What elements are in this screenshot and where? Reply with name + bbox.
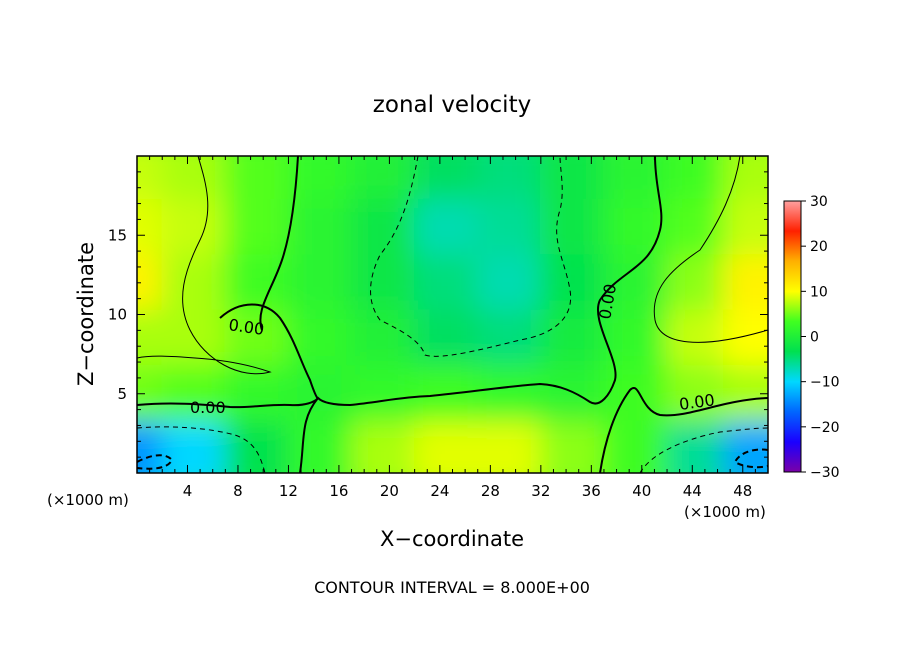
x-tick-label: 24 bbox=[430, 482, 449, 500]
x-tick-label: 4 bbox=[183, 482, 193, 500]
contour-label: 0.00 bbox=[227, 315, 265, 339]
x-tick-label: 16 bbox=[329, 482, 348, 500]
contour-interval-note: CONTOUR INTERVAL = 8.000E+00 bbox=[314, 578, 590, 597]
chart-title: zonal velocity bbox=[373, 92, 531, 118]
x-tick-label: 8 bbox=[233, 482, 243, 500]
colorbar-tick-label: 10 bbox=[810, 284, 828, 300]
velocity-field bbox=[137, 156, 768, 473]
colorbar-tick-label: 0 bbox=[810, 330, 819, 346]
x-tick-label: 44 bbox=[683, 482, 702, 500]
contour-label: 0.00 bbox=[190, 398, 226, 417]
dashed-contour-left-bottom bbox=[137, 426, 266, 473]
zero-contour-lower bbox=[299, 397, 319, 473]
y-axis-label: Z−coordinate bbox=[74, 242, 98, 386]
colorbar-tick-label: −20 bbox=[810, 420, 840, 436]
colorbar-tick-label: 30 bbox=[810, 194, 828, 210]
dashed-core-right bbox=[733, 448, 768, 469]
colorbar-tick-label: −30 bbox=[810, 465, 840, 481]
x-unit-left: (×1000 m) bbox=[47, 491, 129, 509]
contour-label: 0.00 bbox=[678, 390, 716, 414]
plot-area: 0.00 0.00 0.00 0.00 4 8 12 16 20 24 28 32 36 40 44… bbox=[108, 155, 769, 500]
y-tick-label: 5 bbox=[117, 385, 127, 403]
colorbar-tick-label: −10 bbox=[810, 375, 840, 391]
x-axis-label: X−coordinate bbox=[380, 527, 524, 551]
x-tick-label: 40 bbox=[632, 482, 651, 500]
colorbar: 30 20 10 0 −10 −20 −30 bbox=[783, 194, 840, 481]
zero-contour-top bbox=[259, 156, 299, 331]
colorbar-gradient bbox=[783, 200, 802, 473]
x-tick-label: 48 bbox=[733, 482, 752, 500]
thin-contour-right bbox=[653, 156, 768, 343]
y-tick-label: 15 bbox=[108, 226, 127, 244]
x-unit-right: (×1000 m) bbox=[684, 503, 766, 521]
zero-contour-upper-left bbox=[219, 303, 319, 400]
colorbar-tick-label: 20 bbox=[810, 239, 828, 255]
x-tick-label: 32 bbox=[531, 482, 550, 500]
zero-contour-right bbox=[599, 387, 768, 473]
x-tick-label: 12 bbox=[279, 482, 298, 500]
thin-contour-left bbox=[137, 156, 272, 375]
x-tick-label: 20 bbox=[380, 482, 399, 500]
dashed-contour-center bbox=[370, 156, 572, 357]
zero-contour-left bbox=[137, 156, 663, 409]
dashed-contour-right-bottom bbox=[639, 427, 768, 473]
field-cell bbox=[723, 156, 768, 209]
x-tick-label: 36 bbox=[582, 482, 601, 500]
contour-lines bbox=[137, 156, 768, 473]
x-tick-label: 28 bbox=[481, 482, 500, 500]
y-tick-label: 10 bbox=[108, 306, 127, 324]
dashed-core-left bbox=[137, 454, 174, 470]
